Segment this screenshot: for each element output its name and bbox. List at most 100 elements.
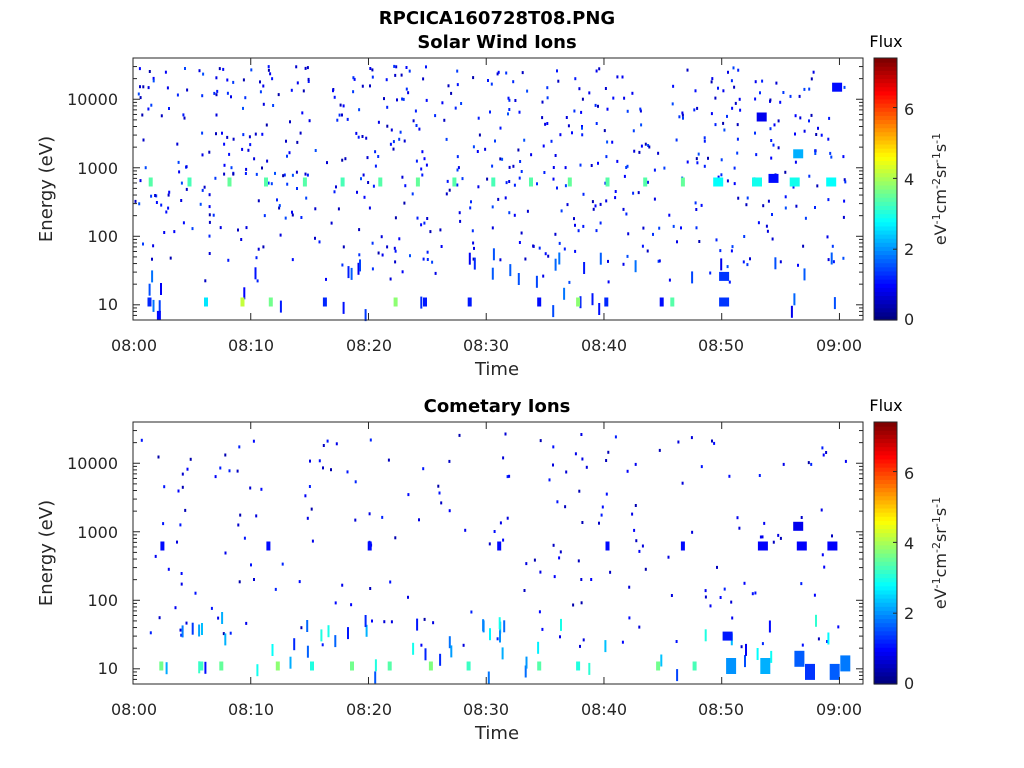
data-point xyxy=(582,224,585,228)
data-point xyxy=(320,629,323,642)
colorbar-step xyxy=(874,193,897,198)
data-point xyxy=(842,215,845,219)
colorbar-step xyxy=(874,520,897,525)
data-point xyxy=(761,79,764,83)
data-point xyxy=(759,91,761,95)
colorbar-step xyxy=(874,462,897,468)
data-point xyxy=(392,140,395,144)
data-point xyxy=(582,192,585,196)
colorbar-step xyxy=(874,454,897,460)
data-point xyxy=(429,230,432,234)
data-point xyxy=(694,201,697,205)
data-point xyxy=(165,662,168,675)
data-point xyxy=(278,206,281,210)
colorbar-step xyxy=(874,671,897,677)
colorbar-step xyxy=(874,528,897,534)
data-point xyxy=(571,131,573,135)
data-point xyxy=(577,229,580,233)
colorbar-tick-label: 0 xyxy=(904,310,914,329)
data-point xyxy=(583,262,586,274)
data-point xyxy=(552,543,555,547)
data-point xyxy=(723,587,726,591)
data-point xyxy=(274,587,277,591)
colorbar-step xyxy=(874,458,897,464)
data-point xyxy=(473,257,476,270)
colorbar-step xyxy=(874,221,897,227)
data-point xyxy=(304,172,307,176)
data-point xyxy=(550,139,553,143)
data-point xyxy=(736,151,739,155)
data-point xyxy=(450,645,453,658)
data-point xyxy=(704,629,707,642)
data-point xyxy=(389,142,392,146)
data-point xyxy=(546,96,549,100)
colorbar-tick-label: 2 xyxy=(904,604,914,623)
colorbar-step xyxy=(874,495,897,501)
data-point xyxy=(733,182,736,186)
colorbar-step xyxy=(874,467,897,472)
data-point xyxy=(795,204,798,208)
data-point xyxy=(186,467,189,471)
data-point xyxy=(255,172,258,176)
data-point xyxy=(564,166,567,170)
data-point xyxy=(695,157,698,161)
data-point xyxy=(358,228,361,232)
data-point xyxy=(423,157,426,161)
data-point xyxy=(365,136,368,140)
data-point xyxy=(152,244,155,248)
colorbar-step xyxy=(874,630,897,636)
data-point xyxy=(832,260,835,264)
data-point xyxy=(731,106,734,110)
data-point xyxy=(226,78,229,82)
data-point xyxy=(484,147,487,151)
data-point xyxy=(627,232,630,236)
data-point xyxy=(744,655,746,668)
data-point xyxy=(754,591,757,595)
data-point xyxy=(804,216,807,220)
data-point xyxy=(306,620,309,632)
data-point xyxy=(366,156,369,160)
data-point xyxy=(640,123,643,127)
colorbar-step xyxy=(874,172,897,178)
data-point xyxy=(148,70,151,73)
data-point xyxy=(377,155,380,158)
data-point xyxy=(599,202,602,206)
data-cell xyxy=(275,661,280,671)
data-point xyxy=(167,193,170,197)
data-point xyxy=(371,241,374,245)
data-point xyxy=(812,70,815,74)
data-point xyxy=(254,267,257,280)
data-cell xyxy=(604,297,609,307)
data-point xyxy=(214,176,217,180)
data-point xyxy=(597,161,599,165)
data-point xyxy=(415,159,418,163)
data-point xyxy=(599,252,602,265)
data-point xyxy=(271,77,274,81)
data-point xyxy=(150,194,153,198)
data-point xyxy=(579,644,581,648)
solar-wind-plot-area xyxy=(134,64,847,322)
data-point xyxy=(700,203,703,207)
data-cell xyxy=(159,661,164,671)
data-point xyxy=(816,184,819,188)
data-point xyxy=(185,621,188,625)
data-point xyxy=(761,642,764,646)
data-point xyxy=(770,650,773,663)
colorbar-step xyxy=(874,540,897,546)
data-point xyxy=(296,140,299,144)
colorbar-step xyxy=(874,446,897,452)
data-point xyxy=(578,87,581,91)
data-point xyxy=(820,133,823,137)
data-point xyxy=(158,616,161,620)
data-point xyxy=(256,279,259,283)
data-point xyxy=(626,469,629,473)
data-point xyxy=(743,235,746,238)
data-point xyxy=(344,157,347,161)
data-point xyxy=(163,231,166,234)
data-point xyxy=(380,235,383,239)
data-point xyxy=(821,553,824,557)
data-point xyxy=(493,530,496,533)
data-point xyxy=(486,177,489,181)
colorbar-step xyxy=(874,487,897,493)
data-point xyxy=(358,108,361,112)
